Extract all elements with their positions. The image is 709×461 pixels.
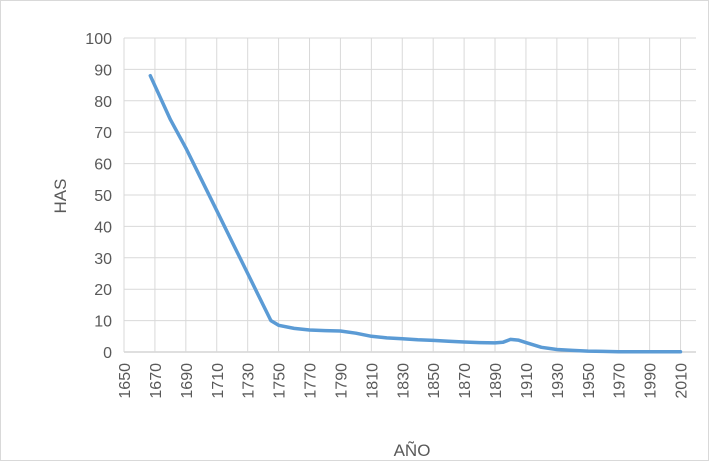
series-line <box>148 73 683 354</box>
y-tick-label: 10 <box>94 314 112 331</box>
y-tick-label: 90 <box>94 62 112 79</box>
x-tick-label: 1730 <box>241 363 258 399</box>
x-tick-label: 1950 <box>581 363 598 399</box>
x-tick-label: 1910 <box>519 363 536 399</box>
y-tick-label: 70 <box>94 125 112 142</box>
series-layer <box>148 73 683 354</box>
y-tick-label: 20 <box>94 282 112 299</box>
x-tick-label: 1790 <box>333 363 350 399</box>
y-tick-label: 40 <box>94 219 112 236</box>
x-tick-label: 2010 <box>674 363 691 399</box>
x-tick-label: 1990 <box>643 363 660 399</box>
y-tick-label: 0 <box>103 345 112 362</box>
y-tick-label: 50 <box>94 188 112 205</box>
x-tick-label: 1670 <box>148 363 165 399</box>
y-tick-label: 60 <box>94 157 112 174</box>
x-tick-label: 1690 <box>179 363 196 399</box>
x-tick-label: 1890 <box>488 363 505 399</box>
x-tick-label: 1830 <box>395 363 412 399</box>
x-tick-label: 1930 <box>550 363 567 399</box>
x-tick-label: 1810 <box>364 363 381 399</box>
x-tick-label: 1970 <box>612 363 629 399</box>
x-tick-label: 1710 <box>210 363 227 399</box>
y-tick-label: 80 <box>94 94 112 111</box>
y-tick-label: 30 <box>94 251 112 268</box>
y-tick-labels: 0 10 20 30 40 50 60 70 80 90 100 <box>85 31 112 362</box>
x-tick-label: 1750 <box>272 363 289 399</box>
y-tick-label: 100 <box>85 31 112 48</box>
x-tick-label: 1770 <box>303 363 320 399</box>
x-axis-title: AÑO <box>394 441 431 460</box>
x-tick-labels: 1650 1670 1690 1710 1730 1750 1770 1790 1810 1830… <box>117 363 691 399</box>
x-tick-label: 1870 <box>457 363 474 399</box>
x-tick-label: 1650 <box>117 363 134 399</box>
x-tick-label: 1850 <box>426 363 443 399</box>
y-axis-title: HAS <box>51 179 70 214</box>
